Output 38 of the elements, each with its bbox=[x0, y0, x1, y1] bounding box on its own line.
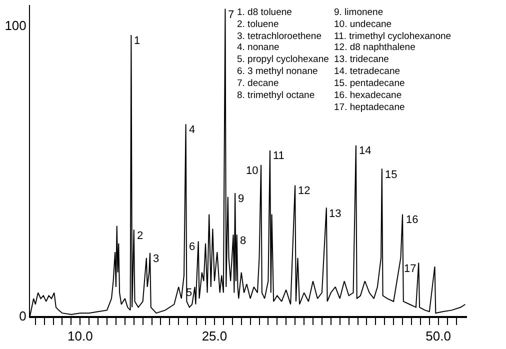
annotation: 6. 3 methyl nonane bbox=[237, 66, 318, 77]
annotation: 12. d8 naphthalene bbox=[334, 42, 416, 53]
annotation: 3. tetrachloroethene bbox=[237, 31, 322, 42]
annotation: 14. tetradecane bbox=[334, 66, 400, 77]
annotation: 1. d8 toluene bbox=[237, 7, 292, 18]
annotation: 5. propyl cyclohexane bbox=[237, 54, 329, 65]
annotation: 6 bbox=[189, 241, 196, 253]
annotation: 9 bbox=[238, 193, 244, 205]
x-tick-label: 25.0 bbox=[202, 328, 228, 344]
annotation: 10 bbox=[246, 165, 258, 177]
annotation: 2 bbox=[137, 230, 144, 242]
annotation: 14 bbox=[359, 145, 372, 157]
annotation: 2. toluene bbox=[237, 19, 279, 30]
annotation: 4. nonane bbox=[237, 42, 280, 53]
annotation: 7. decane bbox=[237, 78, 279, 89]
annotation: 11. trimethyl cyclohexanone bbox=[334, 31, 452, 42]
y-tick-label: 0 bbox=[19, 308, 26, 324]
annotation: 8 bbox=[240, 235, 246, 247]
annotation: 16 bbox=[406, 214, 418, 226]
annotation: 13. tridecane bbox=[334, 54, 389, 65]
annotation: 4 bbox=[189, 124, 196, 136]
y-tick-label: 100 bbox=[4, 18, 26, 33]
annotation: 8. trimethyl octane bbox=[237, 90, 315, 101]
annotation: 3 bbox=[153, 253, 160, 265]
annotation: 1 bbox=[134, 35, 140, 47]
annotation: 7 bbox=[228, 9, 234, 21]
annotation: 9. limonene bbox=[334, 7, 384, 18]
annotation: 17 bbox=[404, 263, 416, 275]
annotation: 17. heptadecane bbox=[334, 102, 405, 113]
x-tick-label: 50.0 bbox=[426, 328, 451, 344]
annotation: 15. pentadecane bbox=[334, 78, 405, 89]
annotation: 12 bbox=[298, 185, 310, 197]
annotation: 13 bbox=[329, 208, 342, 220]
x-tick-label: 10.0 bbox=[67, 328, 93, 344]
annotation: 10. undecane bbox=[334, 19, 392, 30]
annotation: 11 bbox=[273, 150, 284, 162]
annotation: 16. hexadecane bbox=[334, 90, 402, 101]
annotation: 15 bbox=[385, 169, 398, 181]
